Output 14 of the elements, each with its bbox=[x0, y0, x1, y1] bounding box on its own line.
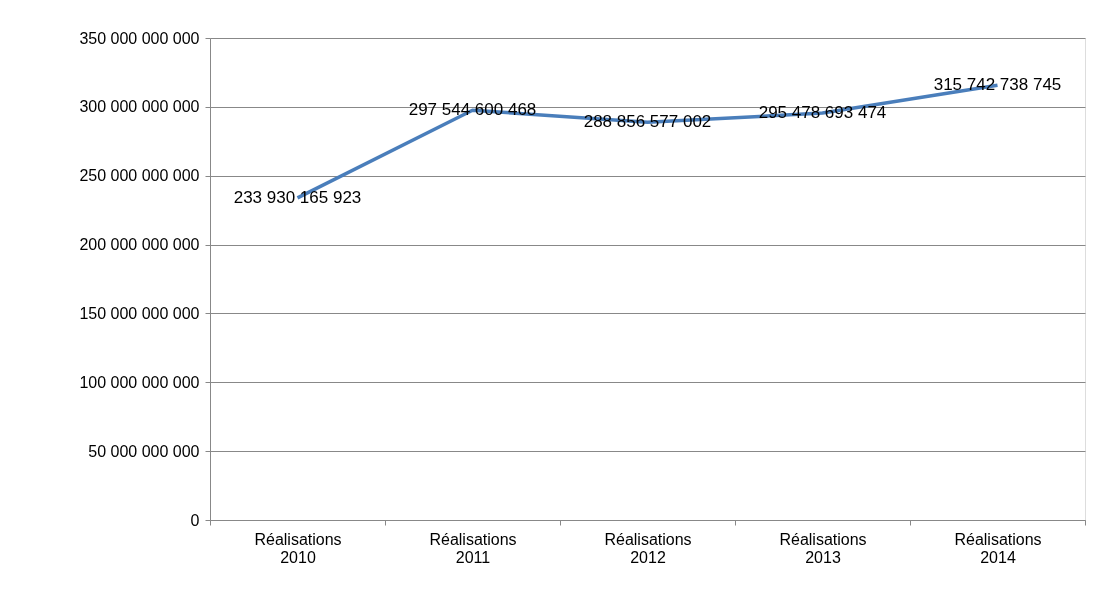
y-tick-label: 0 bbox=[190, 511, 200, 529]
x-tick-label: Réalisations 2013 bbox=[779, 530, 867, 566]
data-label: 233 930 165 923 bbox=[233, 187, 362, 207]
y-tick-label: 250 000 000 000 bbox=[79, 167, 200, 185]
y-tick-label: 150 000 000 000 bbox=[79, 304, 200, 322]
x-tick-label: Réalisations 2012 bbox=[604, 530, 692, 566]
y-tick-label: 350 000 000 000 bbox=[79, 29, 200, 47]
y-tick-label: 100 000 000 000 bbox=[79, 373, 200, 391]
y-tick-label: 300 000 000 000 bbox=[79, 98, 200, 116]
x-tick-label: Réalisations 2014 bbox=[954, 530, 1042, 566]
y-tick-label: 200 000 000 000 bbox=[79, 236, 200, 254]
x-tick-label: Réalisations 2010 bbox=[254, 530, 342, 566]
x-tick-label: Réalisations 2011 bbox=[429, 530, 517, 566]
y-tick-label: 50 000 000 000 bbox=[88, 442, 200, 460]
